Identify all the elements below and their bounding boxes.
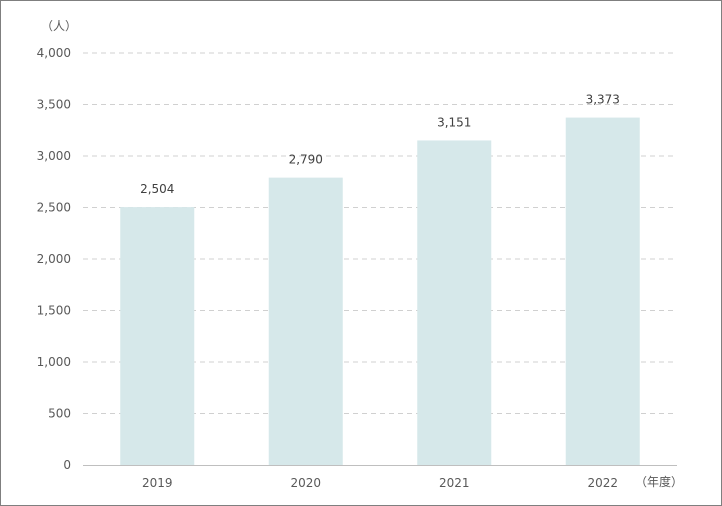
data-label: 2,790 bbox=[289, 153, 323, 167]
bar-2019 bbox=[120, 207, 195, 465]
y-tick-label: 2,500 bbox=[37, 201, 71, 215]
x-axis-ticks: 2019 2020 2021 2022 bbox=[142, 476, 618, 490]
y-tick-label: 3,000 bbox=[37, 149, 71, 163]
y-tick-label: 0 bbox=[63, 458, 71, 472]
x-tick-label: 2021 bbox=[439, 476, 470, 490]
bar-2020 bbox=[268, 177, 343, 465]
y-tick-label: 1,500 bbox=[37, 304, 71, 318]
data-labels: 2,504 2,790 3,151 3,373 bbox=[140, 93, 620, 197]
y-unit-label: （人） bbox=[41, 19, 77, 33]
y-tick-label: 4,000 bbox=[37, 46, 71, 60]
x-tick-label: 2019 bbox=[142, 476, 173, 490]
x-unit-label: （年度） bbox=[635, 474, 683, 489]
y-axis-ticks: 0 500 1,000 1,500 2,000 2,500 3,000 3,500 4,000 bbox=[37, 46, 71, 472]
y-tick-label: 3,500 bbox=[37, 98, 71, 112]
data-label: 3,151 bbox=[437, 115, 471, 129]
data-label: 2,504 bbox=[140, 182, 174, 196]
bar-2021 bbox=[417, 140, 492, 465]
bar-2022 bbox=[565, 117, 640, 466]
x-tick-label: 2020 bbox=[290, 476, 321, 490]
y-tick-label: 1,000 bbox=[37, 355, 71, 369]
data-label: 3,373 bbox=[586, 93, 620, 107]
x-tick-label: 2022 bbox=[587, 476, 618, 490]
y-tick-label: 500 bbox=[48, 407, 71, 421]
y-tick-label: 2,000 bbox=[37, 252, 71, 266]
bars bbox=[120, 117, 640, 466]
